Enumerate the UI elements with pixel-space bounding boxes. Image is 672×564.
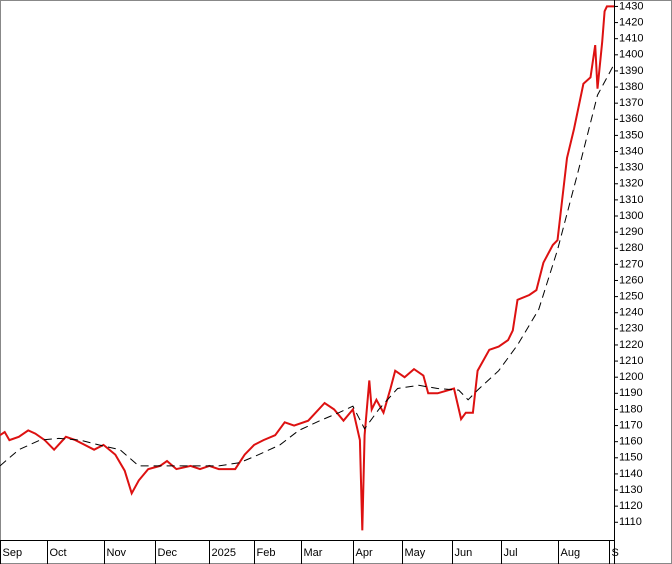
x-tick-label: Nov bbox=[107, 547, 127, 559]
y-tick-label: 1130 bbox=[619, 484, 643, 496]
y-tick-label: 1370 bbox=[619, 97, 643, 109]
y-tick-label: 1430 bbox=[619, 0, 643, 12]
x-tick-label: Mar bbox=[304, 547, 323, 559]
y-tick-label: 1290 bbox=[619, 226, 643, 238]
x-tick-label: May bbox=[405, 547, 426, 559]
y-tick-label: 1280 bbox=[619, 242, 643, 254]
y-tick-label: 1300 bbox=[619, 210, 643, 222]
y-tick-label: 1160 bbox=[619, 436, 643, 448]
series-line bbox=[0, 5, 614, 531]
y-tick-label: 1360 bbox=[619, 113, 643, 125]
y-tick-label: 1140 bbox=[619, 468, 643, 480]
x-tick-label: Sep bbox=[3, 547, 23, 559]
y-tick-label: 1350 bbox=[619, 129, 643, 141]
x-tick-label: S bbox=[612, 547, 619, 559]
y-tick-label: 1150 bbox=[619, 452, 643, 464]
y-tick-label: 1180 bbox=[619, 403, 643, 415]
x-tick-label: Aug bbox=[561, 547, 581, 559]
x-tick-label: Apr bbox=[356, 547, 373, 559]
y-tick-label: 1230 bbox=[619, 323, 643, 335]
y-tick-label: 1320 bbox=[619, 178, 643, 190]
y-tick-label: 1310 bbox=[619, 194, 643, 206]
y-tick-label: 1170 bbox=[619, 419, 643, 431]
y-tick-label: 1250 bbox=[619, 291, 643, 303]
y-tick-label: 1240 bbox=[619, 307, 643, 319]
y-tick-label: 1190 bbox=[619, 387, 643, 399]
series-line bbox=[0, 64, 615, 467]
x-tick-label: Jun bbox=[455, 547, 473, 559]
y-tick-label: 1260 bbox=[619, 274, 643, 286]
y-tick-label: 1210 bbox=[619, 355, 643, 367]
x-tick-label: 2025 bbox=[212, 547, 236, 559]
y-tick-label: 1410 bbox=[619, 33, 643, 45]
x-tick-label: Jul bbox=[504, 547, 518, 559]
y-tick-label: 1400 bbox=[619, 49, 643, 61]
y-tick-label: 1340 bbox=[619, 145, 643, 157]
y-tick-label: 1220 bbox=[619, 339, 643, 351]
y-tick-label: 1420 bbox=[619, 16, 643, 28]
y-tick-label: 1390 bbox=[619, 65, 643, 77]
y-tick-label: 1330 bbox=[619, 162, 643, 174]
y-tick-label: 1120 bbox=[619, 500, 643, 512]
y-tick-label: 1380 bbox=[619, 81, 643, 93]
y-tick-label: 1270 bbox=[619, 258, 643, 270]
x-tick-label: Dec bbox=[158, 547, 178, 559]
y-tick-label: 1200 bbox=[619, 371, 643, 383]
x-tick-label: Oct bbox=[50, 547, 67, 559]
x-tick-label: Feb bbox=[257, 547, 276, 559]
y-tick-label: 1110 bbox=[619, 516, 642, 528]
